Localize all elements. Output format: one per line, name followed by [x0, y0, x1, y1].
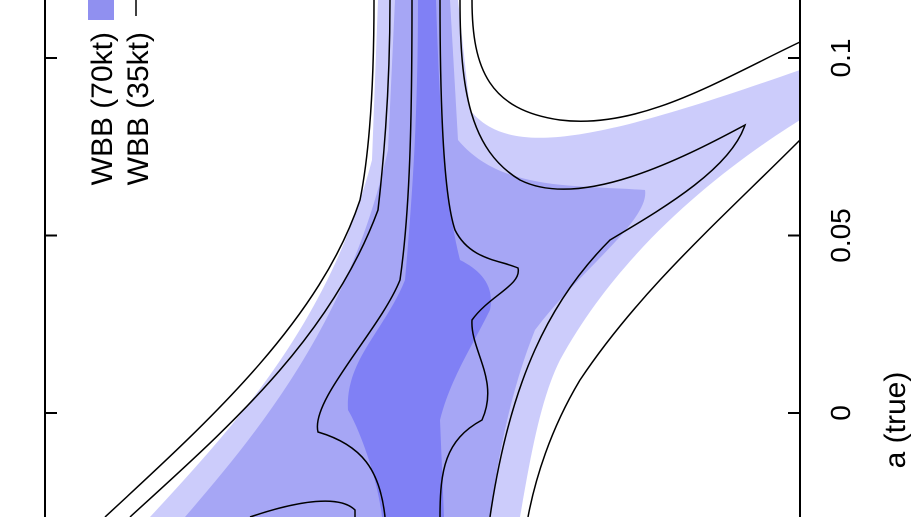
plot-frame: [44, 0, 801, 517]
x-axis-label: a (true): [879, 372, 912, 469]
contour-line-4: [471, 0, 801, 122]
contour-line-2b: [129, 0, 391, 517]
line-contours-35kt: [104, 0, 801, 517]
contour-line-6: [249, 500, 356, 517]
legend-label-35kt: WBB (35kt): [122, 32, 155, 185]
x-tick-label: 0: [825, 405, 856, 421]
x-tick-labels: 0 0.05 0.1: [825, 39, 856, 421]
contour-line-2: [104, 0, 375, 517]
contour-line-3: [459, 0, 747, 517]
contour-line-1b: [439, 0, 519, 517]
filled-contours-70kt: [150, 0, 800, 517]
x-tick-marks: [45, 57, 800, 414]
legend: WBB (70kt) WBB (35kt): [86, 0, 155, 185]
x-tick-label: 0.1: [825, 39, 856, 78]
filled-contour-inner: [347, 0, 491, 517]
x-tick-label: 0.05: [825, 208, 856, 263]
legend-label-70kt: WBB (70kt): [86, 32, 119, 185]
legend-swatch-70kt: [88, 0, 114, 20]
contour-line-5: [527, 139, 801, 517]
contour-line-1: [316, 0, 413, 517]
